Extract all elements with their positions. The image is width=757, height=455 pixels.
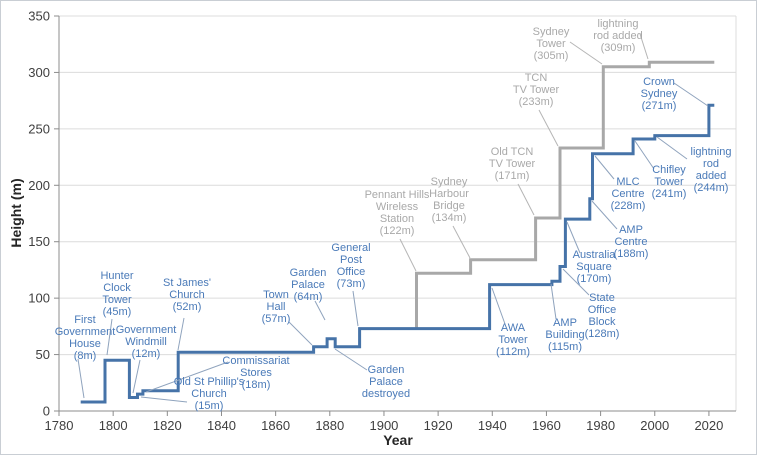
leader-line-4: [145, 361, 229, 393]
leader-line-10: [491, 287, 506, 325]
x-axis-title: Year: [383, 432, 413, 448]
leader-line-6: [288, 321, 313, 346]
leader-line-2: [132, 359, 141, 394]
leader-line-14: [591, 200, 618, 230]
leader-line-1: [106, 318, 113, 356]
y-tick-label: 0: [43, 404, 50, 419]
leader-line-15: [594, 155, 615, 180]
tick-labels: 1780 1800 1820 1840 1860 1880 1900 1920 1940 1960…: [28, 9, 723, 434]
leader-line-0: [77, 358, 85, 399]
leader-line-21: [517, 183, 535, 216]
y-tick-label: 150: [28, 234, 50, 249]
x-tick-label: 1800: [99, 418, 128, 433]
leader-line-17: [656, 136, 688, 160]
axes: [54, 15, 736, 416]
leader-line-5: [177, 317, 185, 351]
leader-line-18: [673, 82, 709, 107]
leader-line-12: [562, 268, 590, 296]
leader-line-11: [550, 283, 557, 320]
x-tick-label: 2020: [694, 418, 723, 433]
x-tick-label: 2000: [640, 418, 669, 433]
y-tick-label: 350: [28, 9, 50, 24]
y-tick-label: 300: [28, 65, 50, 80]
leader-line-24: [639, 33, 649, 60]
leader-line-20: [452, 225, 471, 259]
blue-step-series: [80, 103, 715, 404]
leader-line-3: [140, 396, 188, 403]
x-tick-label: 1900: [369, 418, 398, 433]
gray-step-series: [415, 60, 715, 329]
x-tick-label: 1780: [45, 418, 74, 433]
leader-line-8: [352, 290, 359, 327]
y-tick-label: 250: [28, 121, 50, 136]
leader-line-9: [334, 348, 368, 371]
y-tick-label: 50: [36, 347, 50, 362]
x-tick-label: 1920: [424, 418, 453, 433]
y-tick-label: 200: [28, 178, 50, 193]
series-lines: [80, 60, 715, 404]
leader-line-13: [566, 221, 581, 254]
x-tick-label: 1940: [478, 418, 507, 433]
leader-line-16: [634, 140, 655, 170]
x-tick-label: 1860: [261, 418, 290, 433]
leader-line-7: [314, 300, 326, 321]
x-tick-label: 1880: [315, 418, 344, 433]
x-tick-label: 1820: [153, 418, 182, 433]
y-tick-label: 100: [28, 291, 50, 306]
leader-line-23: [569, 41, 603, 65]
gridlines: [59, 15, 737, 411]
leader-line-22: [538, 109, 559, 147]
y-axis-title: Height (m): [8, 178, 24, 248]
x-tick-label: 1960: [532, 418, 561, 433]
annotation-leader-lines: [77, 33, 709, 403]
x-tick-label: 1980: [586, 418, 615, 433]
leader-line-19: [399, 238, 417, 272]
x-tick-label: 1840: [207, 418, 236, 433]
